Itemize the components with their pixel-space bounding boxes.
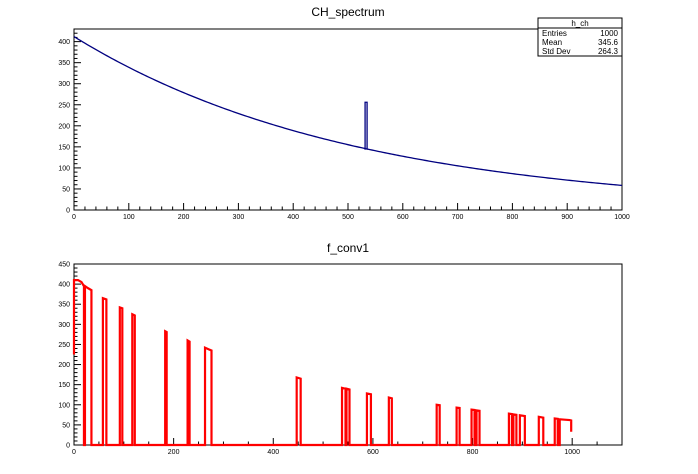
stats-box[interactable]: h_ch Entries 1000 Mean 345.6 Std Dev 264…: [537, 17, 623, 57]
x-tick-label: 800: [507, 214, 519, 221]
y-tick-label: 200: [58, 362, 70, 369]
y-tick-label: 300: [58, 81, 70, 88]
spectrum-panel: CH_spectrum 0 100 200 300 400 500 600 700 800 900…: [58, 5, 630, 221]
stats-box-title: h_ch: [571, 19, 588, 28]
y-tick-label: 300: [58, 322, 70, 329]
chart-title: CH_spectrum: [311, 5, 384, 19]
y-tick-label: 150: [58, 382, 70, 389]
x-tick-label: 400: [287, 214, 299, 221]
stats-label-entries: Entries: [542, 29, 567, 38]
spike-peak: [364, 101, 368, 150]
series-group: [73, 36, 623, 187]
y-tick-label: 50: [62, 186, 70, 193]
x-tick-label: 200: [178, 214, 190, 221]
y-tick-label: 100: [58, 402, 70, 409]
x-tick-label: 1000: [564, 449, 580, 456]
y-tick-label: 250: [58, 342, 70, 349]
y-tick-label: 400: [58, 39, 70, 46]
y-tick-label: 400: [58, 282, 70, 289]
y-tick-label: 450: [58, 262, 70, 269]
axes: 0 100 200 300 400 500 600 700 800 900 1000 0 50 100 15…: [58, 28, 630, 221]
stats-value-entries: 1000: [600, 29, 618, 38]
x-tick-label: 200: [168, 449, 180, 456]
y-tick-label: 0: [66, 208, 70, 215]
x-tick-label: 0: [72, 214, 76, 221]
y-tick-label: 250: [58, 102, 70, 109]
series-group: [72, 278, 573, 447]
series-line: [72, 278, 573, 447]
y-tick-label: 150: [58, 144, 70, 151]
y-tick-label: 350: [58, 60, 70, 67]
x-tick-label: 500: [342, 214, 354, 221]
series-line: [73, 36, 623, 187]
x-tick-label: 1000: [614, 214, 630, 221]
y-tick-label: 350: [58, 302, 70, 309]
stats-value-stddev: 264.3: [598, 47, 619, 56]
axes: 0 200 400 600 800 1000 0 50 100 150 200 250 300 350 40…: [58, 262, 623, 456]
x-tick-label: 700: [452, 214, 464, 221]
y-tick-label: 0: [66, 443, 70, 450]
x-tick-label: 600: [367, 449, 379, 456]
stats-label-stddev: Std Dev: [542, 47, 570, 56]
y-tick-label: 100: [58, 165, 70, 172]
x-tick-label: 0: [72, 449, 76, 456]
chart-title: f_conv1: [327, 241, 369, 255]
x-tick-label: 400: [267, 449, 279, 456]
x-tick-label: 600: [397, 214, 409, 221]
stats-label-mean: Mean: [542, 38, 562, 47]
conv-panel: f_conv1 0 200 400 600 800 1000 0 50 100 150 200 250…: [58, 241, 623, 456]
x-tick-label: 800: [467, 449, 479, 456]
x-tick-label: 900: [561, 214, 573, 221]
stats-value-mean: 345.6: [598, 38, 619, 47]
stats-box-frame: [537, 17, 623, 57]
x-tick-label: 100: [123, 214, 135, 221]
y-tick-label: 200: [58, 123, 70, 130]
y-tick-label: 50: [62, 422, 70, 429]
x-tick-label: 300: [233, 214, 245, 221]
